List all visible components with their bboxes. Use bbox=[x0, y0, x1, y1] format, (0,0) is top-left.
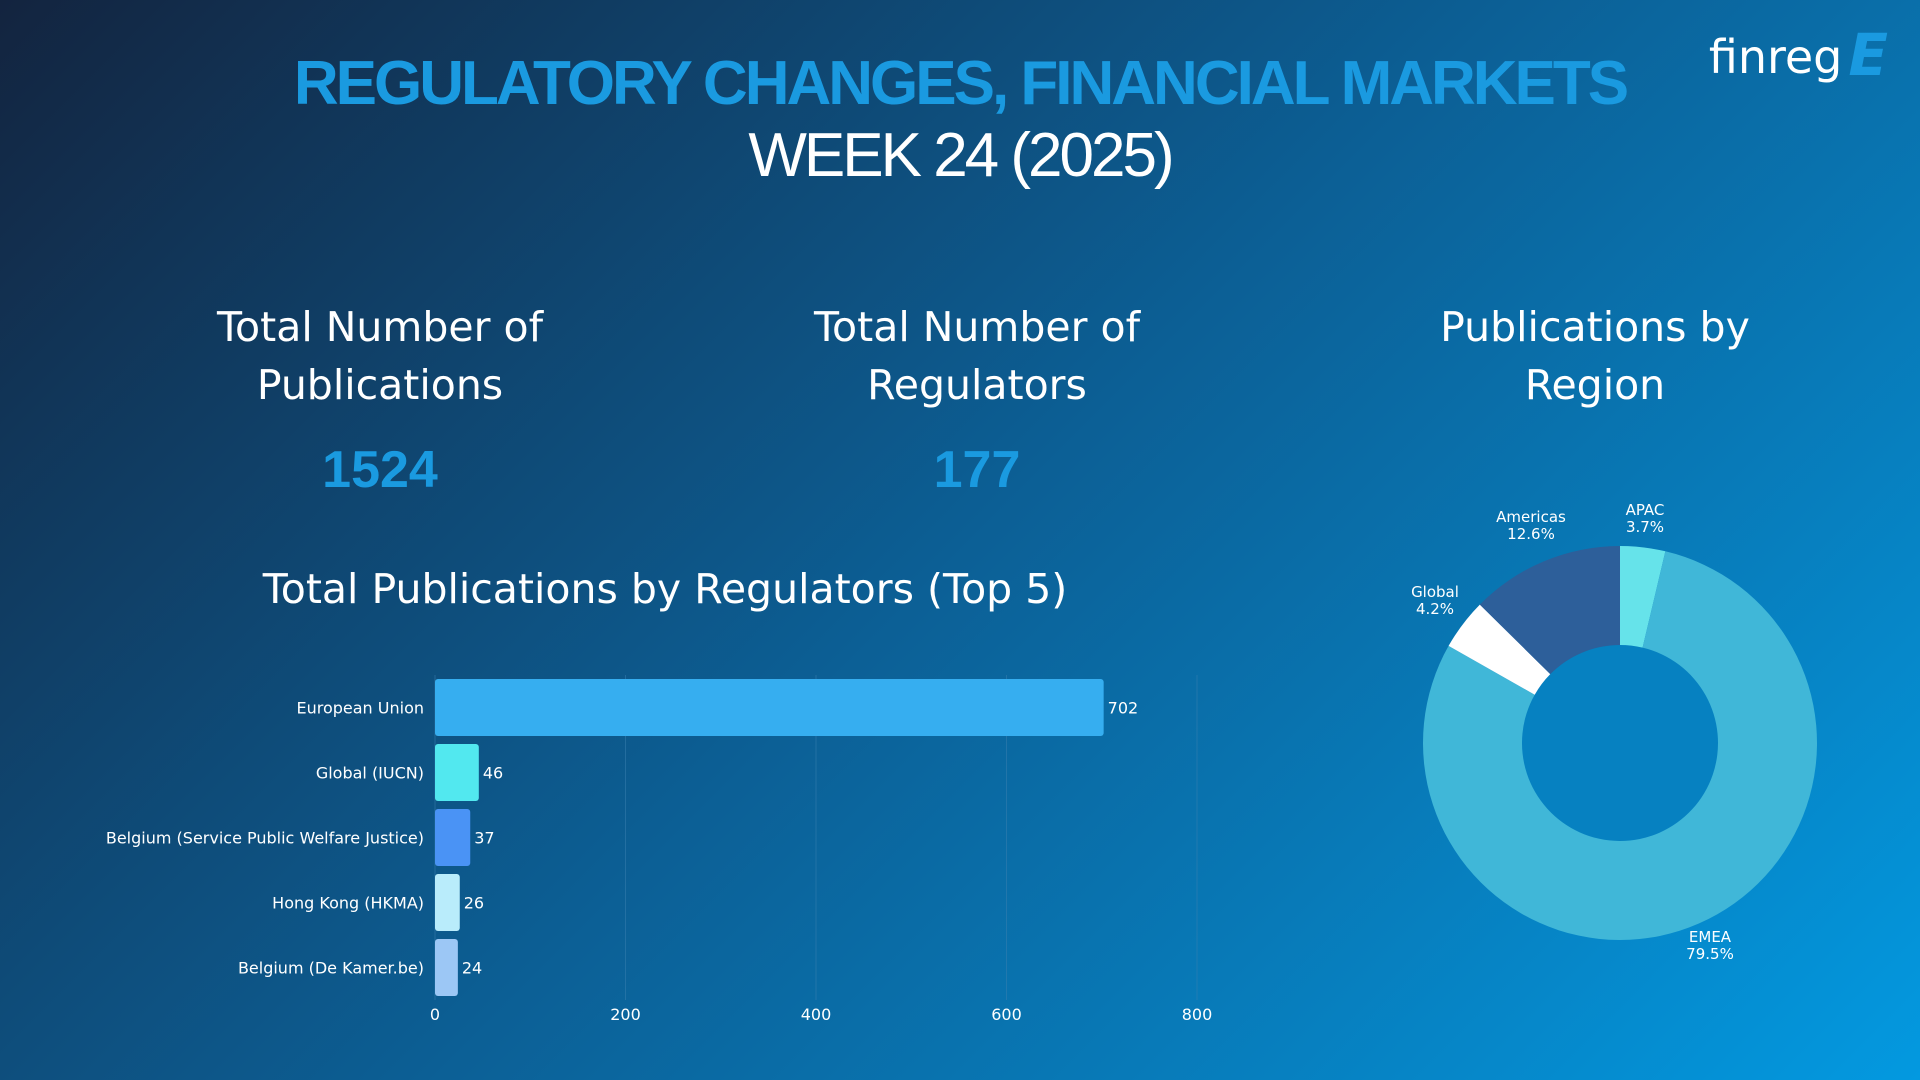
kpi-regulators-value: 177 bbox=[933, 441, 1021, 499]
bar-value-label: 702 bbox=[1108, 699, 1139, 718]
slice-label: Global bbox=[1411, 583, 1459, 601]
kpi-publications-label: Total Number of Publications bbox=[216, 303, 544, 409]
x-tick-label: 200 bbox=[610, 1005, 641, 1024]
slice-percent-label: 12.6% bbox=[1507, 525, 1555, 543]
y-tick-label: Global (IUCN) bbox=[316, 764, 424, 783]
bar bbox=[435, 809, 471, 866]
y-tick-label: Hong Kong (HKMA) bbox=[272, 894, 424, 913]
slice-percent-label: 79.5% bbox=[1686, 945, 1734, 963]
logo-text: finreg bbox=[1708, 30, 1843, 84]
bar bbox=[435, 939, 458, 996]
kpi-publications-value: 1524 bbox=[322, 441, 438, 499]
x-tick-label: 0 bbox=[430, 1005, 440, 1024]
bar-value-label: 24 bbox=[462, 959, 482, 978]
bar bbox=[435, 679, 1104, 736]
bar bbox=[435, 744, 479, 801]
logo-mark-icon: E bbox=[1848, 21, 1888, 89]
brand-logo: finreg E bbox=[1709, 26, 1888, 84]
donut-slice bbox=[1448, 604, 1551, 695]
donut-slice bbox=[1620, 546, 1666, 648]
slice-percent-label: 3.7% bbox=[1626, 518, 1664, 536]
y-tick-label: European Union bbox=[296, 699, 424, 718]
page-subtitle: WEEK 24 (2025) bbox=[748, 121, 1174, 190]
bar bbox=[435, 874, 460, 931]
slice-label: Americas bbox=[1496, 508, 1566, 526]
donut-slice bbox=[1423, 551, 1817, 940]
bar-chart: 0 200 400 600 800 European Union 702 Global (IU… bbox=[106, 675, 1213, 1024]
bar-chart-title: Total Publications by Regulators (Top 5) bbox=[262, 565, 1068, 613]
x-tick-label: 800 bbox=[1182, 1005, 1213, 1024]
slice-percent-label: 4.2% bbox=[1416, 600, 1454, 618]
kpi-regulators-label: Total Number of Regulators bbox=[813, 303, 1141, 409]
slice-label: APAC bbox=[1626, 501, 1665, 519]
y-tick-label: Belgium (De Kamer.be) bbox=[238, 959, 424, 978]
x-tick-label: 400 bbox=[801, 1005, 832, 1024]
donut-hole bbox=[1522, 645, 1718, 841]
slice-label: EMEA bbox=[1689, 928, 1732, 946]
x-tick-label: 600 bbox=[991, 1005, 1022, 1024]
y-tick-label: Belgium (Service Public Welfare Justice) bbox=[106, 829, 424, 848]
bar-value-label: 37 bbox=[474, 829, 494, 848]
page-title: REGULATORY CHANGES, FINANCIAL MARKETS bbox=[293, 49, 1629, 118]
donut-slice bbox=[1479, 546, 1620, 675]
region-chart-title: Publications by Region bbox=[1440, 303, 1750, 409]
bar-value-label: 46 bbox=[483, 764, 503, 783]
bar-value-label: 26 bbox=[464, 894, 484, 913]
